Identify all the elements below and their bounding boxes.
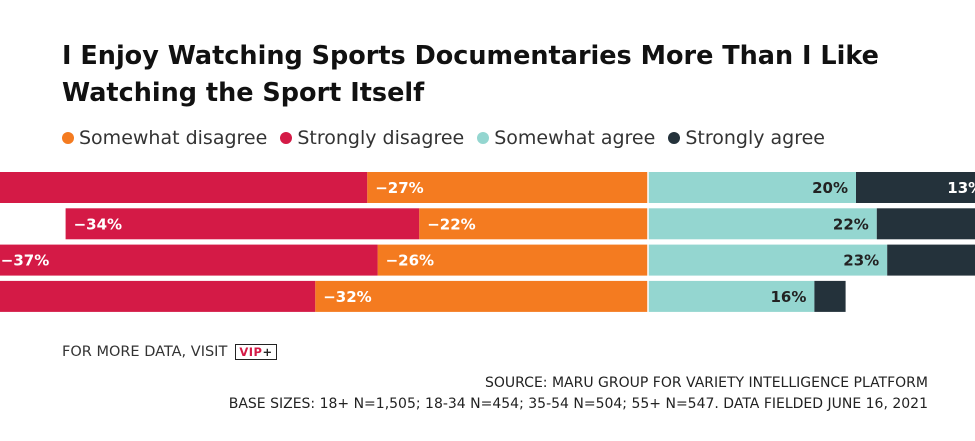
bar-somewhat-agree-18 xyxy=(648,172,856,203)
bar-somewhat-agree-18-34 xyxy=(648,208,877,240)
more-data-text: FOR MORE DATA, VISIT xyxy=(62,344,228,360)
bar-somewhat-disagree-18-34 xyxy=(419,208,648,240)
data-label-somewhat-disagree-18: −27% xyxy=(375,179,423,197)
legend-label-somewhat-agree: Somewhat agree xyxy=(494,127,656,149)
bar-strongly-agree-55 xyxy=(814,280,846,312)
vip-logo-text: VIP xyxy=(239,345,263,359)
source-text: SOURCE: MARU GROUP FOR VARIETY INTELLIGE… xyxy=(484,375,928,391)
legend-swatch-strongly-agree xyxy=(668,132,681,144)
bar-strongly-disagree-55 xyxy=(0,280,316,312)
bar-somewhat-disagree-18 xyxy=(367,172,648,203)
data-label-somewhat-agree-55: 16% xyxy=(770,288,806,306)
bar-strongly-agree-35-54 xyxy=(887,244,975,276)
data-label-strongly-disagree-35-54: −37% xyxy=(1,252,49,270)
chart-title: I Enjoy Watching Sports Documentaries Mo… xyxy=(62,41,879,108)
base-sizes-text: BASE SIZES: 18+ N=1,505; 18-34 N=454; 35… xyxy=(228,396,928,412)
vip-plus-logo[interactable]: VIP+ xyxy=(235,344,277,360)
data-label-strongly-agree-18: 13% xyxy=(947,179,975,197)
legend-label-strongly-disagree: Strongly disagree xyxy=(297,127,465,149)
bar-strongly-agree-18-34 xyxy=(876,208,975,240)
legend-item-somewhat-agree: Somewhat agree xyxy=(477,127,655,149)
bar-strongly-disagree-18 xyxy=(0,172,368,203)
legend-label-strongly-agree: Strongly agree xyxy=(685,127,825,149)
bar-strongly-agree-18 xyxy=(856,172,975,203)
chart-legend: Somewhat disagree Strongly disagree Some… xyxy=(62,127,838,149)
legend-item-strongly-agree: Strongly agree xyxy=(668,127,825,149)
legend-item-somewhat-disagree: Somewhat disagree xyxy=(62,127,267,149)
legend-swatch-strongly-disagree xyxy=(280,132,293,144)
data-label-somewhat-disagree-55: −32% xyxy=(323,288,371,306)
data-label-somewhat-agree-18-34: 22% xyxy=(833,215,869,233)
source-note: SOURCE: MARU GROUP FOR VARIETY INTELLIGE… xyxy=(229,373,928,415)
legend-swatch-somewhat-disagree xyxy=(62,132,74,144)
bar-strongly-disagree-35-54 xyxy=(0,244,378,276)
data-label-somewhat-agree-35-54: 23% xyxy=(843,252,879,270)
legend-item-strongly-disagree: Strongly disagree xyxy=(280,127,464,149)
legend-swatch-somewhat-agree xyxy=(477,132,490,144)
bar-somewhat-agree-55 xyxy=(648,280,815,312)
data-label-somewhat-disagree-35-54: −26% xyxy=(386,252,434,270)
more-data-note: FOR MORE DATA, VISIT VIP+ xyxy=(62,344,277,360)
vip-logo-plus: + xyxy=(262,345,273,359)
data-label-strongly-disagree-18-34: −34% xyxy=(74,215,122,233)
data-label-somewhat-agree-18: 20% xyxy=(812,179,848,197)
legend-label-somewhat-disagree: Somewhat disagree xyxy=(79,127,268,149)
bar-strongly-disagree-18-34 xyxy=(65,208,420,240)
bar-somewhat-disagree-55 xyxy=(315,280,648,312)
data-label-somewhat-disagree-18-34: −22% xyxy=(427,215,475,233)
bar-somewhat-agree-35-54 xyxy=(648,244,888,276)
bar-somewhat-disagree-35-54 xyxy=(377,244,648,276)
